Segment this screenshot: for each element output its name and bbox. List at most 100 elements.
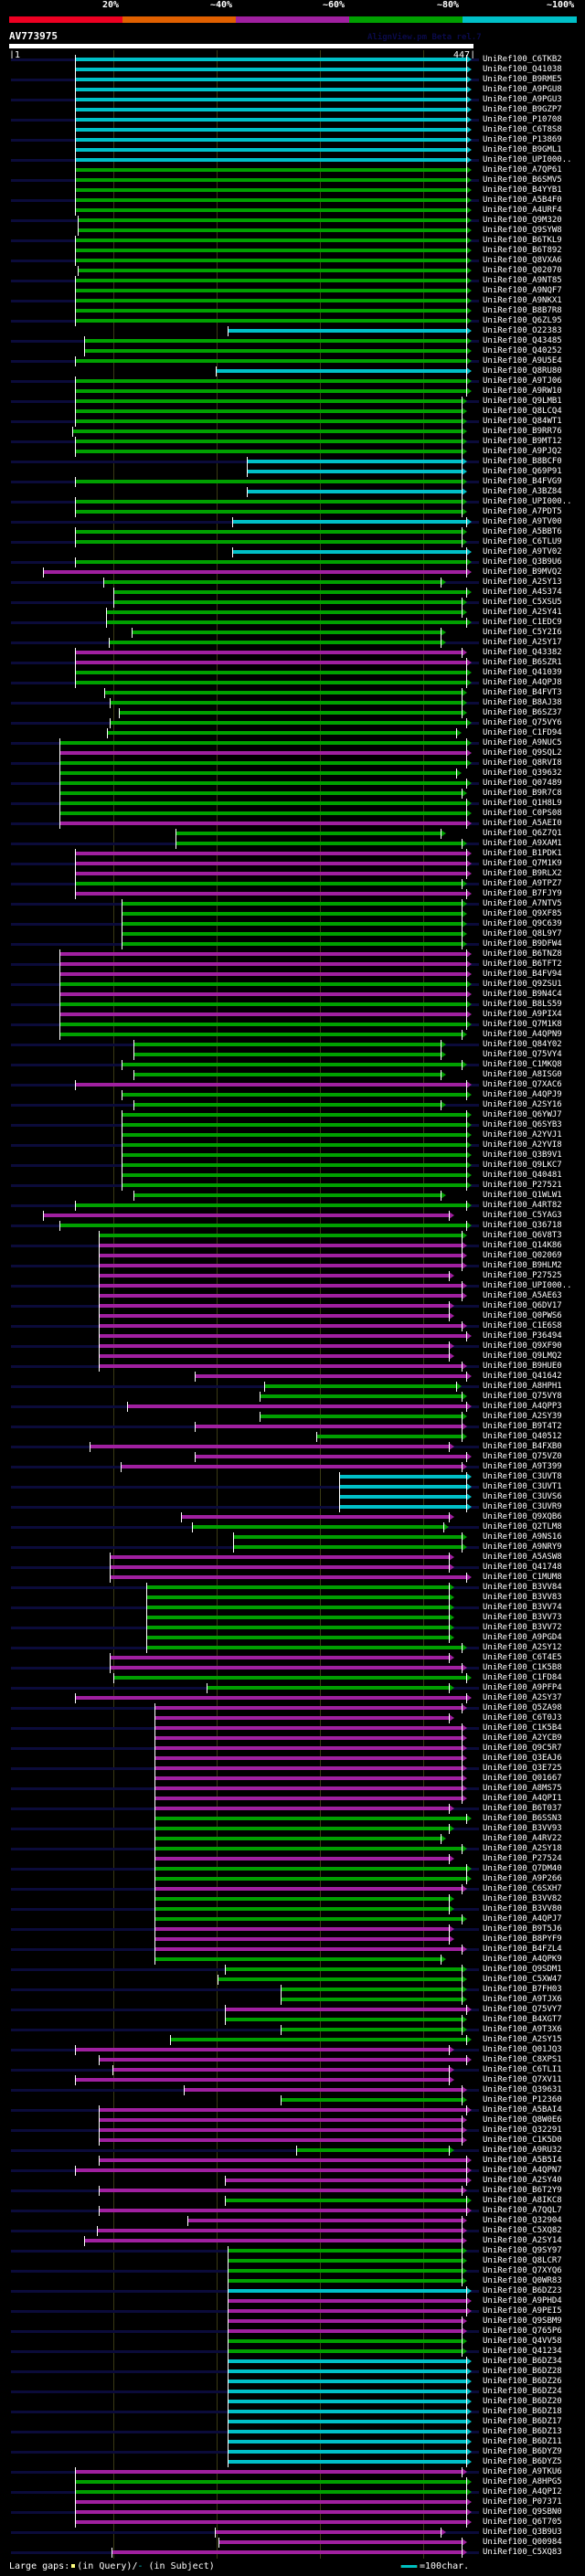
hit-row[interactable]: UniRef100_C1E6S8 bbox=[0, 1321, 585, 1331]
hit-row[interactable]: UniRef100_A2SY13 bbox=[0, 578, 585, 588]
alignment-bar[interactable] bbox=[99, 2058, 467, 2062]
alignment-bar[interactable] bbox=[232, 520, 467, 524]
alignment-bar[interactable] bbox=[247, 460, 463, 463]
hit-label[interactable]: UniRef100_Q75VZ0 bbox=[483, 1452, 562, 1461]
hit-label[interactable]: UniRef100_Q02070 bbox=[483, 266, 562, 275]
alignment-bar[interactable] bbox=[75, 2168, 467, 2172]
alignment-bar[interactable] bbox=[59, 741, 467, 745]
hit-row[interactable]: UniRef100_A9TPZ7 bbox=[0, 879, 585, 889]
alignment-bar[interactable] bbox=[225, 2199, 467, 2202]
hit-label[interactable]: UniRef100_Q6ZL95 bbox=[483, 316, 562, 325]
hit-label[interactable]: UniRef100_Q9ZSU1 bbox=[483, 980, 562, 989]
hit-label[interactable]: UniRef100_B6DZ24 bbox=[483, 2387, 562, 2396]
hit-label[interactable]: UniRef100_Q14K86 bbox=[483, 1241, 562, 1250]
hit-label[interactable]: UniRef100_A2SY13 bbox=[483, 578, 562, 587]
hit-label[interactable]: UniRef100_B3VV72 bbox=[483, 1623, 562, 1632]
hit-label[interactable]: UniRef100_A4QPI2 bbox=[483, 2487, 562, 2496]
alignment-bar[interactable] bbox=[133, 1043, 441, 1046]
alignment-bar[interactable] bbox=[122, 1063, 463, 1066]
hit-row[interactable]: UniRef100_B6T892 bbox=[0, 246, 585, 256]
alignment-bar[interactable] bbox=[75, 208, 467, 212]
hit-row[interactable]: UniRef100_B6DZ18 bbox=[0, 2407, 585, 2417]
alignment-bar[interactable] bbox=[99, 2118, 463, 2122]
hit-row[interactable]: UniRef100_Q41039 bbox=[0, 668, 585, 678]
hit-row[interactable]: UniRef100_C6SXH7 bbox=[0, 1884, 585, 1894]
hit-row[interactable]: UniRef100_B6TKL9 bbox=[0, 236, 585, 246]
hit-label[interactable]: UniRef100_A8HPG5 bbox=[483, 2477, 562, 2486]
hit-row[interactable]: UniRef100_B8AJ38 bbox=[0, 698, 585, 708]
hit-label[interactable]: UniRef100_Q8LCR7 bbox=[483, 2256, 562, 2265]
hit-label[interactable]: UniRef100_A7QP61 bbox=[483, 165, 562, 175]
hit-label[interactable]: UniRef100_B9DFW4 bbox=[483, 939, 562, 949]
alignment-bar[interactable] bbox=[122, 1143, 467, 1147]
hit-label[interactable]: UniRef100_B6SSN3 bbox=[483, 1814, 562, 1823]
alignment-bar[interactable] bbox=[112, 2550, 463, 2554]
hit-row[interactable]: UniRef100_Q6T705 bbox=[0, 2518, 585, 2528]
hit-label[interactable]: UniRef100_C0PS08 bbox=[483, 809, 562, 818]
hit-row[interactable]: UniRef100_A9PGU8 bbox=[0, 85, 585, 95]
hit-label[interactable]: UniRef100_A4S374 bbox=[483, 588, 562, 597]
hit-row[interactable]: UniRef100_Q41642 bbox=[0, 1372, 585, 1382]
hit-row[interactable]: UniRef100_B6SZR1 bbox=[0, 658, 585, 668]
hit-label[interactable]: UniRef100_A9TJ06 bbox=[483, 376, 562, 386]
hit-label[interactable]: UniRef100_B3VV84 bbox=[483, 1583, 562, 1592]
alignment-bar[interactable] bbox=[75, 419, 463, 423]
alignment-bar[interactable] bbox=[59, 1002, 467, 1006]
hit-row[interactable]: UniRef100_Q75VZ0 bbox=[0, 1452, 585, 1462]
hit-row[interactable]: UniRef100_A9RU32 bbox=[0, 2146, 585, 2156]
hit-row[interactable]: UniRef100_Q8RVI8 bbox=[0, 758, 585, 769]
hit-label[interactable]: UniRef100_B9GZP7 bbox=[483, 105, 562, 114]
hit-label[interactable]: UniRef100_Q9SBN0 bbox=[483, 2507, 562, 2517]
hit-label[interactable]: UniRef100_B4FVG9 bbox=[483, 477, 562, 486]
hit-row[interactable]: UniRef100_B9RLX2 bbox=[0, 869, 585, 879]
hit-label[interactable]: UniRef100_A7PDT5 bbox=[483, 507, 562, 516]
alignment-bar[interactable] bbox=[339, 1475, 467, 1479]
hit-row[interactable]: UniRef100_A7QQL7 bbox=[0, 2206, 585, 2216]
alignment-bar[interactable] bbox=[154, 1716, 450, 1720]
hit-row[interactable]: UniRef100_Q6ZL95 bbox=[0, 316, 585, 326]
hit-row[interactable]: UniRef100_C0PS08 bbox=[0, 809, 585, 819]
hit-label[interactable]: UniRef100_Q3E725 bbox=[483, 1764, 562, 1773]
hit-label[interactable]: UniRef100_A2SY40 bbox=[483, 2176, 562, 2185]
hit-row[interactable]: UniRef100_Q9SYW8 bbox=[0, 226, 585, 236]
hit-label[interactable]: UniRef100_Q6YWJ7 bbox=[483, 1110, 562, 1119]
hit-row[interactable]: UniRef100_A8HPG5 bbox=[0, 2477, 585, 2487]
alignment-bar[interactable] bbox=[122, 1133, 467, 1137]
hit-row[interactable]: UniRef100_Q3B9V1 bbox=[0, 1150, 585, 1161]
alignment-bar[interactable] bbox=[154, 1847, 463, 1850]
hit-label[interactable]: UniRef100_B6DZ11 bbox=[483, 2437, 562, 2446]
alignment-bar[interactable] bbox=[75, 2078, 450, 2082]
hit-row[interactable]: UniRef100_Q3B9U6 bbox=[0, 557, 585, 567]
alignment-bar[interactable] bbox=[75, 2470, 463, 2474]
alignment-bar[interactable] bbox=[339, 1505, 467, 1509]
hit-label[interactable]: UniRef100_B4XGT7 bbox=[483, 2015, 562, 2024]
hit-label[interactable]: UniRef100_A9PJQ2 bbox=[483, 447, 562, 456]
hit-label[interactable]: UniRef100_A9RU32 bbox=[483, 2146, 562, 2155]
alignment-bar[interactable] bbox=[75, 440, 463, 443]
hit-label[interactable]: UniRef100_B9RME5 bbox=[483, 75, 562, 84]
hit-row[interactable]: UniRef100_Q00984 bbox=[0, 2538, 585, 2548]
alignment-bar[interactable] bbox=[154, 1726, 463, 1730]
hit-row[interactable]: UniRef100_Q9LMB1 bbox=[0, 397, 585, 407]
alignment-bar[interactable] bbox=[99, 1304, 450, 1308]
alignment-bar[interactable] bbox=[154, 1797, 463, 1800]
alignment-bar[interactable] bbox=[146, 1585, 450, 1589]
hit-label[interactable]: UniRef100_P12360 bbox=[483, 2095, 562, 2104]
alignment-bar[interactable] bbox=[339, 1495, 467, 1499]
alignment-bar[interactable] bbox=[99, 1334, 467, 1338]
hit-label[interactable]: UniRef100_C6T4E5 bbox=[483, 1653, 562, 1662]
alignment-bar[interactable] bbox=[228, 2279, 463, 2283]
alignment-bar[interactable] bbox=[99, 1364, 463, 1368]
hit-label[interactable]: UniRef100_Q1WLW1 bbox=[483, 1191, 562, 1200]
hit-label[interactable]: UniRef100_O22383 bbox=[483, 326, 562, 335]
hit-label[interactable]: UniRef100_B9MVQ2 bbox=[483, 567, 562, 577]
hit-row[interactable]: UniRef100_C6T4E5 bbox=[0, 1653, 585, 1663]
hit-row[interactable]: UniRef100_A2SY41 bbox=[0, 608, 585, 618]
alignment-bar[interactable] bbox=[195, 1374, 467, 1378]
hit-row[interactable]: UniRef100_B6DZ23 bbox=[0, 2286, 585, 2296]
hit-row[interactable]: UniRef100_P10708 bbox=[0, 115, 585, 125]
hit-row[interactable]: UniRef100_A9PGD4 bbox=[0, 1633, 585, 1643]
hit-label[interactable]: UniRef100_B3VV83 bbox=[483, 1593, 562, 1602]
hit-row[interactable]: UniRef100_P27524 bbox=[0, 1854, 585, 1864]
hit-row[interactable]: UniRef100_C1FD94 bbox=[0, 728, 585, 738]
